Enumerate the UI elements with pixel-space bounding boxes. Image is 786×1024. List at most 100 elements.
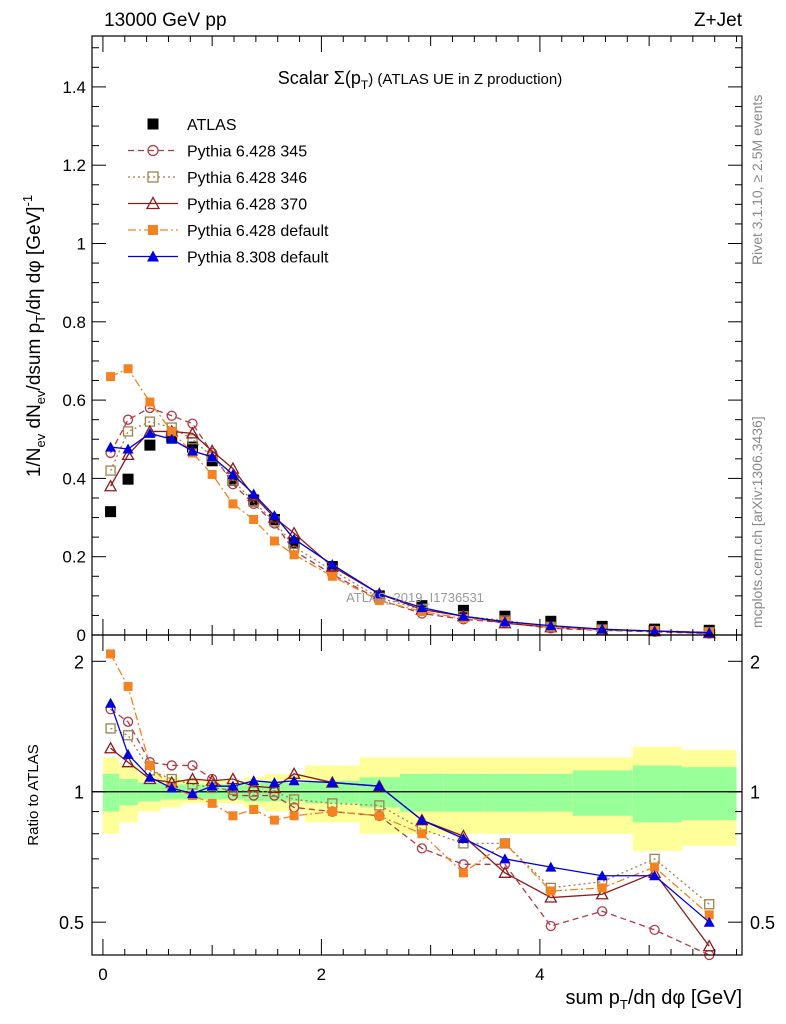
data-point [374,596,384,606]
rivet-side-label: Rivet 3.1.10, ≥ 2.5M events [749,95,765,265]
legend-marker [147,118,159,130]
ratio-series-layer [103,649,716,961]
ratio-point [704,910,714,920]
legend-label: Pythia 6.428 346 [187,170,307,187]
ratio-point [105,697,117,708]
data-point [103,479,118,492]
energy-label: 13000 GeV pp [104,10,227,31]
svg-text:Scalar Σ(pT) (ATLAS UE in Z pr: Scalar Σ(pT) (ATLAS UE in Z production) [278,68,562,92]
ratio-point [544,890,558,903]
ratio-point [247,779,261,792]
ratio-point [228,811,238,821]
legend-entry: ATLAS [147,117,237,134]
legend-entry: Pythia 6.428 346 [128,170,307,187]
data-point [288,533,300,544]
green-band-bin [102,773,120,812]
green-band-bin [632,765,682,823]
y-tick-label: 0.8 [62,313,86,332]
ratio-point [207,798,217,808]
data-point [326,559,338,570]
ratio-point [416,814,428,825]
ratio-point [122,748,134,759]
ratio-point [248,775,260,786]
data-point [105,441,117,452]
x-axis-label: sum pT/dη dφ [GeV] [565,987,742,1012]
ratio-tick-label-right: 1 [750,783,760,803]
y-tick-label: 1.2 [62,156,86,175]
ratio-point [499,853,511,864]
data-point [145,397,155,407]
ratio-point [704,899,715,910]
data-point [122,414,134,425]
ratio-point [702,939,716,952]
legend-label: Pythia 6.428 345 [187,144,307,161]
main-title: Scalar Σ(pT) (ATLAS UE in Z production) [278,68,562,92]
x-tick-label: 2 [317,965,326,984]
y-axis-label-ratio: Ratio to ATLAS [25,744,42,845]
y-tick-label: 0.2 [62,548,86,567]
ratio-point [144,771,156,782]
ratio-point [500,838,510,848]
mcplots-side-label: mcplots.cern.ch [arXiv:1306.3436] [749,416,765,628]
ratio-point [416,843,428,854]
green-band-bin [572,770,633,816]
data-point [373,588,385,599]
ratio-point [597,883,607,893]
title-subscript: T [361,78,369,92]
data-point [187,445,199,456]
series-5 [105,427,715,638]
legend-marker [147,250,159,262]
ratio-point [374,811,384,821]
ratio-line [110,708,710,956]
ratio-point [187,760,198,771]
data-point [105,465,116,476]
ratio-point [206,780,218,791]
data-point [167,426,177,436]
data-point [106,372,116,382]
ratio-point [123,681,133,691]
data-point [227,468,239,479]
y-axis-label-main: 1/Nev dNev/dsum pT/dη dφ [GeV]-1 [20,195,48,477]
ratio-point [187,788,199,799]
y-tick-label: 0.6 [62,391,86,410]
data-point [121,448,135,461]
legend-label: Pythia 6.428 default [187,223,329,240]
data-point [596,623,608,634]
data-point [166,433,178,444]
ratio-point [288,775,300,786]
data-point [248,488,260,499]
ratio-point [145,760,155,770]
axes-frames: 0 0.2 0.4 0.6 0.8 1 1.2 1.4 0 2 4 0.5 0.5 1 1 2 2 [59,35,775,984]
green-band-bin [528,773,573,812]
ratio-point [498,865,512,878]
ratio-point [166,782,178,793]
data-point [249,515,259,525]
ratio-point [649,924,660,936]
ratio-point [545,861,557,872]
process-label: Z+Jet [694,10,743,31]
title-main: Scalar Σ(p [278,68,361,88]
ratio-point [327,807,337,817]
data-point [327,571,337,581]
data-point [105,506,117,518]
data-point [166,410,177,421]
ratio-point [326,777,338,788]
green-band-bin [483,773,529,812]
watermark-label: ATLAS_2019_I1736531 [346,590,484,605]
legend-entry: Pythia 8.308 default [128,250,329,267]
ratio-point [649,870,661,881]
ratio-tick-label-left: 1 [74,783,84,803]
legend-marker [148,225,158,235]
ratio-point [457,833,469,844]
x-tick-label: 4 [535,965,544,984]
ratio-point [596,870,608,881]
ratio-point [374,800,385,811]
green-band-bin [681,767,737,821]
data-point [457,610,469,621]
ratio-point [267,781,282,794]
data-point [122,443,134,454]
title-tail: ) (ATLAS UE in Z production) [368,71,562,88]
ratio-tick-label-left: 0.5 [59,913,84,933]
ratio-tick-label-left: 2 [74,652,84,672]
